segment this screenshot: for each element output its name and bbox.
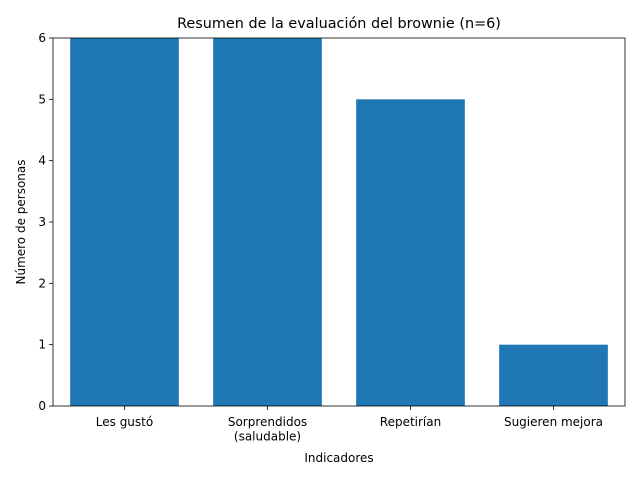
x-tick-label: Sorprendidos (saludable): [228, 415, 307, 443]
x-tick-label: Repetirían: [380, 415, 441, 429]
plot-frame: [52, 37, 626, 407]
y-tick-label: 3: [38, 215, 46, 229]
chart-title: Resumen de la evaluación del brownie (n=…: [177, 16, 501, 32]
y-tick-label: 5: [38, 92, 46, 106]
x-tick-label: Sugieren mejora: [504, 415, 603, 429]
bar: [70, 38, 179, 406]
y-axis-label: Número de personas: [14, 159, 28, 284]
bar: [213, 38, 322, 406]
bar: [499, 344, 608, 406]
y-tick-label: 2: [38, 276, 46, 290]
y-tick-label: 1: [38, 338, 46, 352]
x-tick-label: Les gustó: [96, 415, 153, 429]
y-tick-label: 6: [38, 31, 46, 45]
bar: [356, 99, 465, 406]
x-axis-label: Indicadores: [304, 451, 373, 465]
y-tick-label: 0: [38, 399, 46, 413]
y-tick-label: 4: [38, 154, 46, 168]
